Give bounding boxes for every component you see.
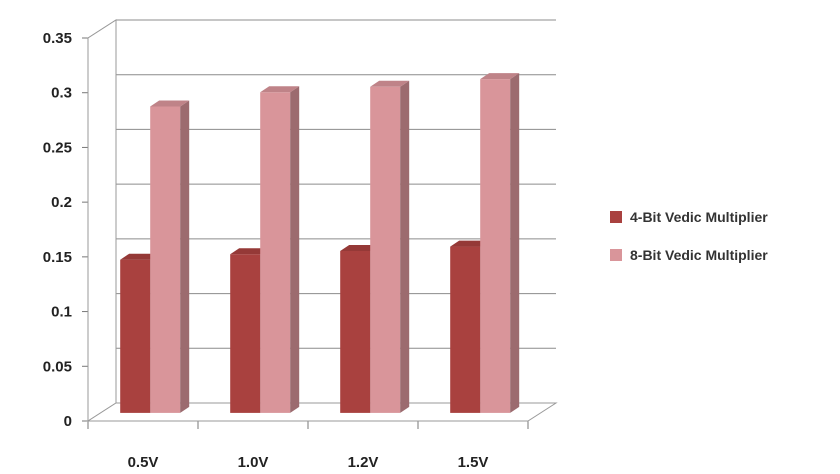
x-axis-tick-labels: 0.5V 1.0V 1.2V 1.5V [128, 454, 489, 471]
x-tick-label: 1.0V [238, 454, 269, 471]
x-tick-label: 0.5V [128, 454, 159, 471]
bar-side-2-1 [180, 100, 190, 413]
bar-1-3 [340, 250, 371, 413]
bar-top-2-2 [260, 86, 300, 93]
x-tick-label: 1.5V [458, 454, 489, 471]
legend-label-series-2: 8-Bit Vedic Multiplier [630, 247, 768, 263]
bar-top-2-1 [150, 100, 190, 107]
legend-item-series-2: 8-Bit Vedic Multiplier [610, 244, 840, 266]
bar-2-3 [370, 86, 401, 413]
left-wall [87, 19, 117, 422]
y-tick-label: 0.25 [43, 139, 72, 156]
y-axis-tick-labels: 0 0.05 0.1 0.15 0.2 0.25 0.3 0.35 [43, 30, 72, 430]
y-tick-label: 0.2 [51, 194, 72, 211]
gridline [87, 19, 556, 39]
chart-legend: 4-Bit Vedic Multiplier 8-Bit Vedic Multi… [610, 206, 840, 282]
y-tick-label: 0.3 [51, 85, 72, 102]
bar-top-1-1 [120, 253, 160, 260]
bar-top-1-3 [340, 244, 380, 251]
bar-side-2-4 [510, 73, 520, 413]
legend-swatch-series-1 [610, 211, 622, 223]
y-tick-label: 0.05 [43, 358, 72, 375]
legend-label-series-1: 4-Bit Vedic Multiplier [630, 209, 768, 225]
bar-top-2-3 [370, 80, 410, 87]
chart-bars [120, 73, 520, 413]
bar-top-2-4 [480, 73, 520, 80]
bar-2-4 [480, 79, 511, 413]
bar-side-2-3 [400, 80, 410, 413]
y-tick-label: 0.35 [43, 30, 72, 47]
y-tick-label: 0.1 [51, 304, 72, 321]
bar-1-4 [450, 246, 481, 413]
bar-2-2 [260, 92, 291, 413]
legend-item-series-1: 4-Bit Vedic Multiplier [610, 206, 840, 228]
bar-2-1 [150, 106, 181, 413]
bar-1-2 [230, 254, 261, 413]
legend-swatch-series-2 [610, 249, 622, 261]
x-tick-label: 1.2V [348, 454, 379, 471]
chart-walls [86, 19, 558, 422]
y-tick-label: 0 [64, 413, 72, 430]
bar-1-1 [120, 259, 151, 413]
y-tick-label: 0.15 [43, 249, 72, 266]
bar-side-2-2 [290, 86, 300, 413]
floor [86, 402, 558, 422]
bar-top-1-2 [230, 248, 270, 255]
bar-top-1-4 [450, 240, 490, 247]
